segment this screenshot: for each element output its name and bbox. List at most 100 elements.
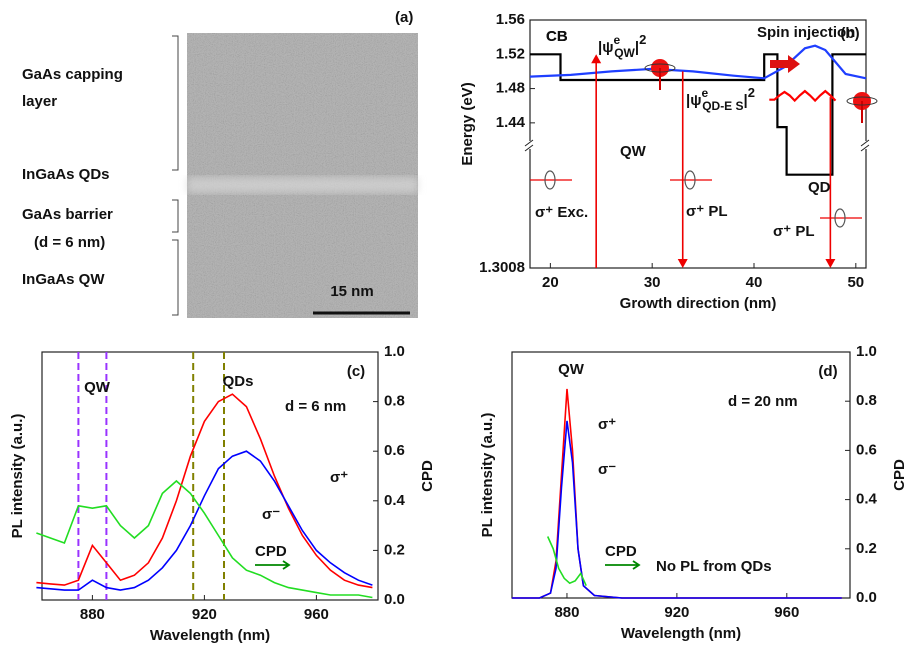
annotation: QW [620, 143, 647, 160]
x-tick-label: 880 [80, 606, 105, 623]
psi-pow: 2 [748, 85, 755, 100]
x-tick-label: 50 [847, 274, 864, 291]
polarization-circle [684, 170, 696, 190]
arrow-head [825, 259, 836, 268]
y2-tick-label: 0.8 [856, 392, 877, 409]
panel-label: (b) [840, 25, 859, 42]
panel-label: (a) [395, 9, 413, 26]
axis-break-gap [527, 141, 533, 149]
psi: |ψ [686, 92, 702, 109]
x-tick-label: 960 [304, 606, 329, 623]
band-line [769, 89, 837, 103]
y2-tick-label: 0.4 [856, 491, 878, 508]
x-axis-label: Growth direction (nm) [620, 295, 777, 312]
psi-close: | [635, 39, 639, 56]
plot-frame [529, 19, 867, 269]
annotation: Spin injection [757, 24, 855, 41]
plot-frame [41, 351, 379, 601]
layer-label: GaAs barrier [22, 206, 113, 223]
y-tick-label: 1.3008 [479, 259, 525, 276]
series-label: CPD [255, 543, 287, 560]
wavefunction-label: |ψe QW|2 [598, 32, 646, 60]
series-label: CPD [605, 543, 637, 560]
cpd-arrow [605, 560, 641, 570]
panel-label: (c) [347, 363, 365, 380]
layer-label: GaAs capping [22, 66, 123, 83]
panel-label: (d) [818, 363, 837, 380]
y-tick-label: 1.44 [496, 114, 526, 131]
y-axis-label: PL intensity (a.u.) [479, 413, 496, 538]
cpd-arrow [255, 560, 291, 570]
polarization-circle [544, 170, 556, 190]
arrow-head [591, 54, 602, 64]
qd-layer [187, 177, 418, 193]
annotation: d = 6 nm [285, 398, 346, 415]
y2-tick-label: 0.0 [856, 589, 877, 606]
x-tick-label: 880 [554, 604, 579, 621]
spin-orbit [846, 96, 878, 106]
y-tick-label: 1.56 [496, 11, 525, 28]
y-axis-label: Energy (eV) [459, 82, 476, 165]
x-tick-label: 920 [192, 606, 217, 623]
arrow-head [677, 259, 688, 268]
series-line [36, 450, 373, 591]
x-tick-label: 20 [542, 274, 559, 291]
annotation: CB [546, 28, 568, 45]
x-tick-label: 40 [746, 274, 763, 291]
scale-bar-label: 15 nm [330, 283, 373, 300]
y2-tick-label: 0.4 [384, 492, 406, 509]
series-label: σ⁻ [262, 506, 280, 523]
wavefunction-label: |ψe QD-E S|2 [686, 85, 755, 113]
layer-label: (d = 6 nm) [34, 234, 105, 251]
series-label: σ⁻ [598, 461, 616, 478]
spin-orbit [644, 63, 676, 73]
layer-label: layer [22, 93, 57, 110]
psi-close: | [744, 92, 748, 109]
annotation: No PL from QDs [656, 558, 772, 575]
annotation: d = 20 nm [728, 393, 798, 410]
annotation: σ⁺ PL [686, 203, 728, 220]
psi-sub: QD-E S [702, 99, 743, 113]
y2-axis-label: CPD [419, 460, 436, 492]
x-axis-label: Wavelength (nm) [150, 627, 270, 644]
series-line [512, 420, 842, 599]
y2-axis-label: CPD [891, 459, 906, 491]
annotation: QW [84, 379, 111, 396]
series-label: σ⁺ [330, 469, 348, 486]
x-tick-label: 960 [774, 604, 799, 621]
axis-break [524, 139, 534, 152]
spin-injection-arrow [770, 55, 800, 73]
annotation: QDs [223, 373, 254, 390]
y2-tick-label: 0.2 [856, 540, 877, 557]
tem-image [172, 33, 418, 318]
y2-tick-label: 0.6 [856, 441, 877, 458]
series-line [546, 536, 587, 587]
y-axis-label: PL intensity (a.u.) [9, 414, 26, 539]
psi: |ψ [598, 39, 614, 56]
x-axis-label: Wavelength (nm) [621, 625, 741, 642]
y2-tick-label: 1.0 [856, 343, 877, 360]
axis-break [860, 139, 870, 152]
y-tick-label: 1.48 [496, 80, 525, 97]
x-tick-label: 920 [664, 604, 689, 621]
y2-tick-label: 1.0 [384, 343, 405, 360]
annotation: QW [558, 361, 585, 378]
annotation: σ⁺ Exc. [535, 204, 588, 221]
y2-tick-label: 0.2 [384, 541, 405, 558]
y2-tick-label: 0.0 [384, 591, 405, 608]
polarization-circle [834, 208, 846, 228]
series-label: σ⁺ [598, 416, 616, 433]
layer-label: InGaAs QW [22, 271, 105, 288]
annotation: σ⁺ PL [773, 223, 815, 240]
series-line [36, 393, 373, 589]
series-line [36, 479, 373, 599]
psi-pow: 2 [639, 32, 646, 47]
band-label: CB [546, 28, 568, 45]
annotation: QD [808, 179, 831, 196]
image-noise [187, 33, 418, 318]
y-tick-label: 1.52 [496, 45, 525, 62]
y2-tick-label: 0.8 [384, 393, 405, 410]
x-tick-label: 30 [644, 274, 661, 291]
psi-sup: e [614, 33, 621, 47]
